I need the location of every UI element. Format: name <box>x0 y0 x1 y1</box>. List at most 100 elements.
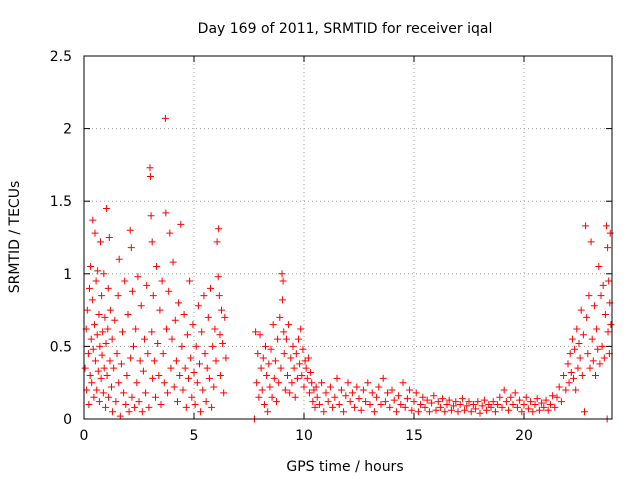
data-point <box>134 273 142 281</box>
data-point <box>417 400 425 408</box>
data-point <box>152 393 159 401</box>
data-point <box>313 393 321 401</box>
data-point <box>597 292 605 300</box>
data-point <box>189 321 197 329</box>
data-point <box>576 354 584 362</box>
data-point <box>480 396 488 404</box>
data-point <box>533 395 541 403</box>
data-point <box>290 364 298 372</box>
data-point <box>375 383 383 391</box>
data-point <box>99 389 107 397</box>
data-point <box>97 374 105 382</box>
data-point <box>128 287 136 295</box>
data-point <box>513 403 521 411</box>
data-point <box>450 402 458 410</box>
data-point <box>125 408 133 416</box>
data-point <box>128 393 136 401</box>
data-point <box>560 371 568 379</box>
data-point <box>161 114 169 122</box>
data-point <box>104 284 112 292</box>
data-point <box>578 371 586 379</box>
data-point <box>309 398 317 406</box>
data-point <box>127 354 135 362</box>
data-point <box>287 354 295 362</box>
data-point <box>188 393 196 401</box>
data-point <box>279 277 287 285</box>
y-tick-label: 1.5 <box>50 194 72 210</box>
data-point <box>171 316 179 324</box>
data-point <box>518 408 526 416</box>
data-point <box>395 392 403 400</box>
data-point <box>280 350 288 358</box>
data-point <box>605 277 613 285</box>
data-point <box>153 263 161 271</box>
data-point <box>335 400 343 408</box>
data-point <box>311 403 319 411</box>
data-point <box>88 379 96 387</box>
data-point <box>333 374 341 382</box>
data-point <box>215 225 223 233</box>
data-point <box>507 393 515 401</box>
data-point <box>101 313 109 321</box>
data-point <box>158 277 166 285</box>
data-point <box>89 345 97 353</box>
data-point <box>92 277 100 285</box>
data-point <box>170 383 178 391</box>
data-point <box>81 364 89 372</box>
data-point <box>586 364 594 372</box>
data-point <box>95 310 103 318</box>
data-point <box>91 357 99 365</box>
data-point <box>403 395 411 403</box>
data-point <box>100 364 108 372</box>
grid-layer <box>84 56 612 419</box>
data-point <box>156 306 164 314</box>
data-point <box>381 398 389 406</box>
data-point <box>108 335 116 343</box>
data-point <box>222 354 230 362</box>
data-point <box>574 364 582 372</box>
data-point <box>430 392 438 400</box>
data-point <box>564 360 572 368</box>
data-point <box>263 371 271 379</box>
data-point <box>94 267 102 275</box>
data-point <box>469 400 477 408</box>
data-point <box>289 342 297 350</box>
data-point <box>607 321 615 329</box>
data-point <box>551 403 559 411</box>
data-point <box>308 379 316 387</box>
data-point <box>137 302 145 310</box>
data-points <box>81 114 615 423</box>
data-point <box>570 374 577 382</box>
data-point <box>553 393 561 401</box>
data-point <box>146 173 154 181</box>
data-point <box>191 400 199 408</box>
data-point <box>105 234 113 241</box>
data-point <box>148 328 156 336</box>
data-point <box>93 386 101 394</box>
data-point <box>276 313 284 321</box>
data-point <box>546 400 554 408</box>
data-point <box>87 335 95 343</box>
data-point <box>498 403 506 411</box>
data-point <box>408 406 416 414</box>
data-point <box>147 212 155 220</box>
data-point <box>95 398 103 406</box>
data-point <box>172 357 180 365</box>
data-point <box>572 386 580 394</box>
data-point <box>214 273 222 281</box>
data-point <box>292 350 300 358</box>
data-point <box>555 383 563 391</box>
data-point <box>505 406 513 414</box>
data-point <box>155 371 163 379</box>
data-point <box>281 386 289 394</box>
data-point <box>494 400 502 408</box>
data-point <box>127 244 135 252</box>
data-point <box>291 393 299 401</box>
data-point <box>295 335 302 343</box>
data-point <box>573 325 581 333</box>
data-point <box>366 400 374 408</box>
data-point <box>282 335 290 343</box>
data-point <box>324 398 332 406</box>
data-point <box>566 350 574 358</box>
